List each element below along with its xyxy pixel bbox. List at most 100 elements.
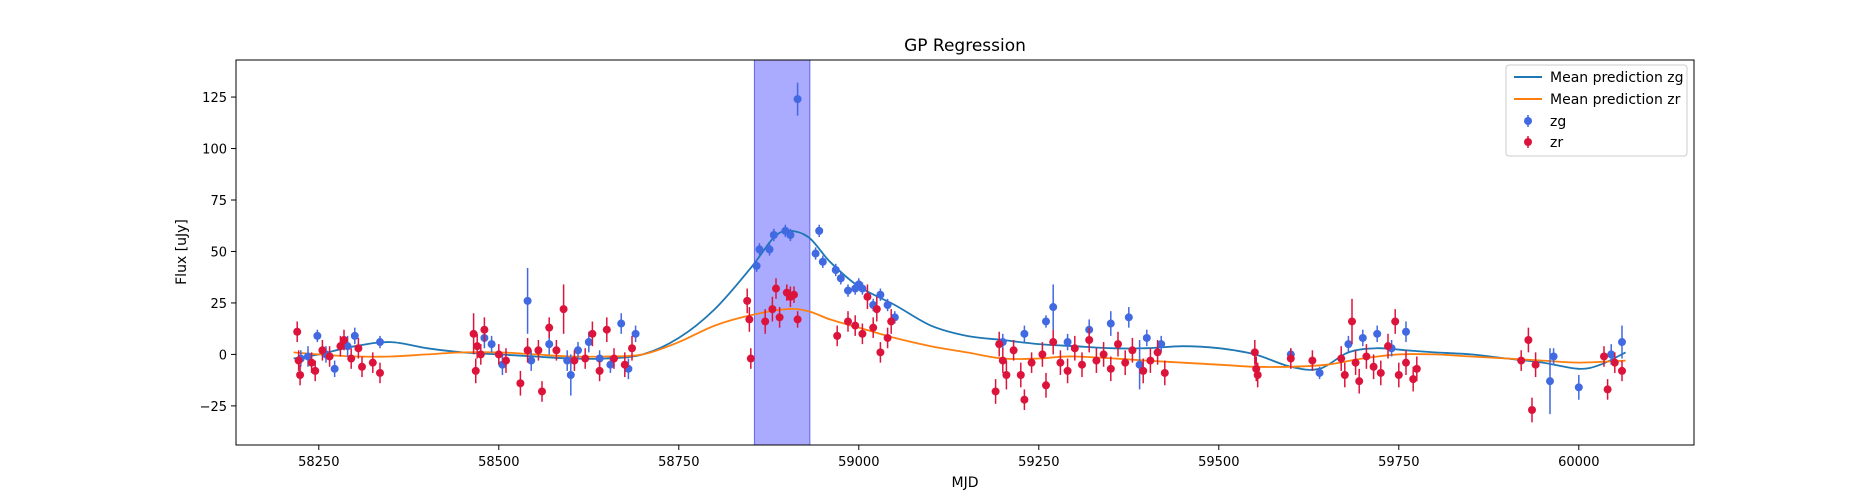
zr-data-point — [1355, 368, 1364, 394]
zg-marker — [1373, 329, 1382, 338]
zg-data-point — [1549, 348, 1558, 365]
zr-marker — [534, 346, 543, 355]
zg-data-point — [831, 263, 840, 277]
zr-marker — [628, 344, 636, 353]
zr-data-point — [790, 286, 798, 303]
zr-marker — [1603, 385, 1612, 394]
zr-data-point — [1286, 348, 1295, 369]
zg-data-point — [883, 298, 892, 312]
zr-marker — [1063, 366, 1072, 375]
zr-marker — [516, 379, 525, 388]
zg-marker — [313, 331, 322, 340]
legend-label-zg-prediction: Mean prediction zg — [1550, 70, 1684, 86]
chart-title: GP Regression — [904, 36, 1026, 56]
zr-marker — [863, 292, 872, 301]
zr-data-point — [1099, 342, 1108, 367]
zg-marker — [1618, 338, 1626, 347]
zr-data-point — [1394, 362, 1403, 388]
zg-data-point — [765, 243, 774, 256]
zr-marker — [340, 336, 348, 344]
zg-marker — [1106, 319, 1115, 328]
zr-data-point — [1070, 335, 1079, 361]
zr-marker — [869, 323, 878, 332]
legend-marker — [1524, 138, 1532, 146]
zr-marker — [768, 305, 777, 314]
zr-marker — [307, 358, 316, 367]
zg-data-point — [631, 325, 640, 343]
zg-marker — [811, 249, 820, 258]
zr-marker — [473, 342, 482, 351]
zg-marker — [752, 261, 761, 270]
y-tick-label: 100 — [202, 143, 227, 158]
zr-marker — [761, 317, 770, 326]
zg-marker — [631, 329, 640, 338]
zg-data-point — [527, 350, 536, 371]
zr-data-point — [318, 340, 327, 361]
zr-data-point — [1528, 397, 1536, 423]
zg-data-point — [844, 284, 852, 297]
zr-data-point — [1250, 340, 1259, 365]
zr-marker — [1524, 336, 1533, 344]
zr-data-point — [1106, 356, 1115, 382]
highlight-region-layer — [753, 59, 811, 446]
zr-marker — [610, 354, 618, 363]
zg-marker — [883, 301, 892, 309]
zr-data-point — [480, 317, 489, 343]
zr-data-point — [863, 284, 872, 310]
y-axis-ticks: −25 0 25 50 75 100 125 — [200, 91, 236, 415]
zr-data-point — [1009, 340, 1018, 361]
zr-data-point — [1056, 350, 1065, 375]
zr-data-point — [1016, 362, 1025, 388]
zr-marker — [1016, 371, 1025, 379]
zg-data-point — [1157, 335, 1166, 353]
zg-data-point — [876, 288, 885, 301]
zr-data-point — [358, 356, 366, 378]
zr-marker — [1146, 356, 1155, 365]
zg-marker — [786, 231, 795, 239]
zr-data-point — [775, 307, 784, 328]
legend-marker — [1524, 117, 1532, 125]
zr-marker — [293, 327, 302, 336]
zr-data-point — [1524, 327, 1533, 353]
zr-marker — [858, 329, 867, 338]
legend-swatch-zg-marker — [1524, 115, 1532, 127]
zr-data-point — [1049, 329, 1058, 355]
zr-data-point — [1085, 327, 1094, 353]
zr-marker — [1139, 366, 1148, 375]
zr-marker — [1009, 346, 1018, 355]
zr-marker — [538, 387, 546, 396]
zg-marker — [1402, 327, 1410, 336]
zr-marker — [1070, 344, 1079, 353]
zg-data-point — [1049, 284, 1058, 330]
zr-data-point — [325, 346, 334, 367]
zr-data-point — [1412, 356, 1421, 382]
zr-data-point — [545, 317, 554, 338]
zg-marker — [1607, 350, 1616, 359]
zg-data-point — [818, 255, 827, 268]
zr-marker — [995, 340, 1004, 349]
zr-marker — [746, 354, 755, 363]
zr-data-point — [1153, 340, 1162, 365]
zr-marker — [358, 362, 366, 371]
zr-marker — [1027, 358, 1036, 367]
zr-data-point — [1146, 348, 1155, 373]
zr-marker — [336, 342, 345, 351]
zr-data-point — [570, 350, 579, 371]
zr-marker — [1128, 346, 1137, 355]
zg-marker — [545, 340, 554, 349]
zr-marker — [368, 358, 377, 367]
zg-marker — [1063, 338, 1072, 347]
zr-marker — [552, 346, 561, 355]
zr-data-point — [523, 337, 532, 363]
zr-marker — [793, 315, 802, 324]
zr-marker — [790, 290, 798, 299]
zr-marker — [296, 371, 305, 379]
zg-data-point — [376, 335, 384, 349]
zr-data-point — [494, 344, 503, 365]
zg-data-point — [1546, 348, 1554, 415]
zg-marker — [815, 226, 824, 235]
zr-data-point — [1139, 358, 1148, 384]
zr-data-point — [793, 311, 802, 328]
x-tick-label: 59000 — [838, 455, 879, 470]
zr-data-point — [610, 348, 618, 369]
